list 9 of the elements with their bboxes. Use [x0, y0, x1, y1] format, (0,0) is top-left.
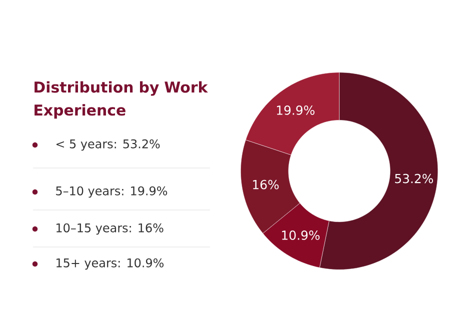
text: < 5 years: 53.2%: [56, 139, 160, 151]
text: 5–10 years: 19.9%: [56, 186, 168, 198]
data-label: 53.2%: [395, 174, 433, 184]
data-label: 16%: [253, 180, 279, 190]
text: 10–15 years: 16%: [56, 223, 164, 235]
text: 15+ years: 10.9%: [56, 258, 164, 270]
data-label: 19.9%: [277, 105, 314, 115]
text: Distribution by Work Experience: [34, 81, 208, 119]
data-label: 10.9%: [282, 230, 320, 240]
